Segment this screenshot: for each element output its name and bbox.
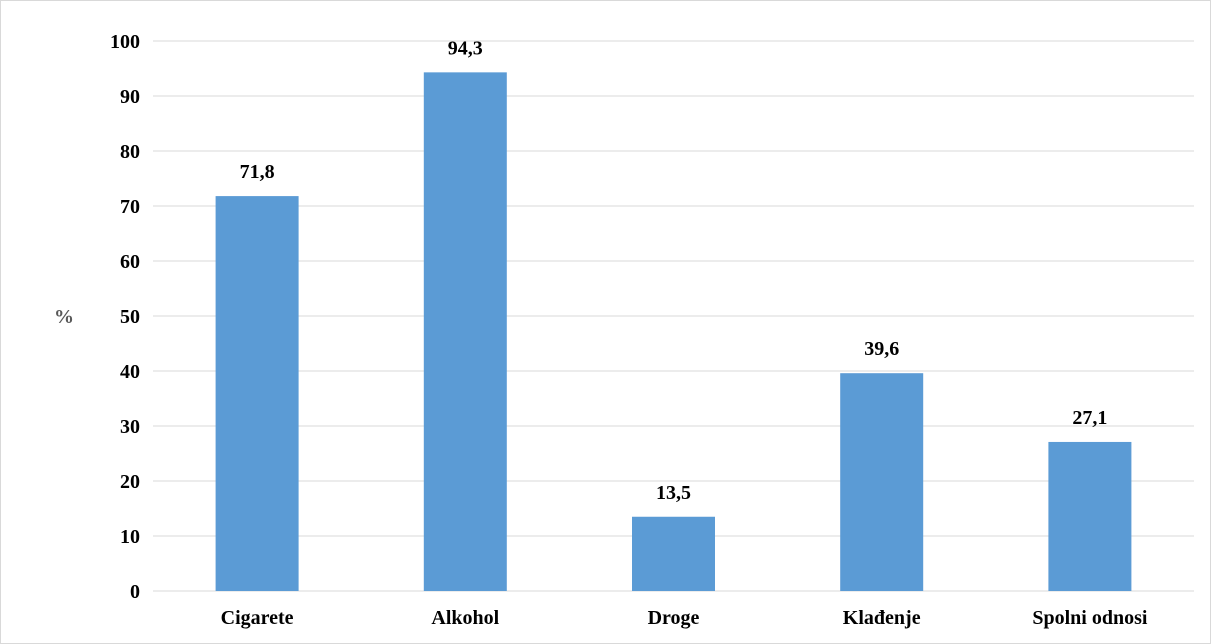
x-category-labels: Cigarete Alkohol Droge Klađenje Spolni odnos…	[221, 607, 1148, 629]
y-tick-label: 30	[120, 416, 140, 438]
y-tick-label: 90	[120, 86, 140, 108]
y-tick-labels: 0 10 20 30 40 50 60 70 80 90 100	[110, 31, 140, 603]
x-category-label: Alkohol	[431, 607, 499, 629]
gridlines	[153, 40, 1194, 592]
y-tick-label: 20	[120, 471, 140, 493]
y-tick-label: 100	[110, 31, 140, 53]
bar	[215, 196, 299, 591]
data-label: 27,1	[1072, 407, 1107, 429]
y-tick-label: 10	[120, 526, 140, 548]
y-tick-label: 70	[120, 196, 140, 218]
data-label: 13,5	[656, 482, 691, 504]
bar	[840, 373, 924, 591]
data-labels: 71,8 94,3 13,5 39,6 27,1	[240, 37, 1108, 503]
bar	[632, 516, 715, 591]
data-label: 94,3	[448, 37, 483, 59]
bar	[423, 72, 507, 592]
x-category-label: Cigarete	[221, 607, 294, 629]
y-tick-label: 50	[120, 306, 140, 328]
y-tick-label: 80	[120, 141, 140, 163]
y-tick-label: 60	[120, 251, 140, 273]
y-tick-label: 40	[120, 361, 140, 383]
data-label: 71,8	[240, 161, 275, 183]
data-label: 39,6	[864, 338, 899, 360]
y-axis-title: %	[54, 306, 74, 328]
bars	[215, 72, 1132, 592]
x-category-label: Spolni odnosi	[1032, 607, 1148, 629]
y-tick-label: 0	[130, 581, 140, 603]
bar	[1048, 441, 1132, 591]
x-category-label: Klađenje	[843, 607, 921, 629]
x-category-label: Droge	[648, 607, 700, 629]
